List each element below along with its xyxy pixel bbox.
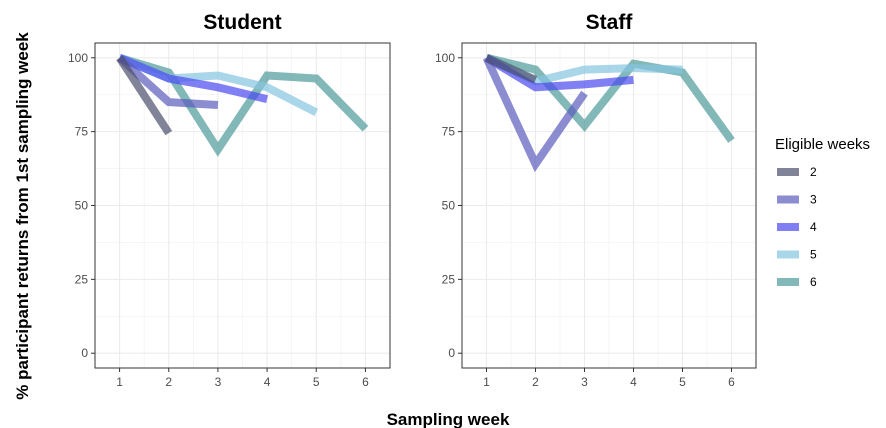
x-tick-label: 5: [679, 375, 686, 389]
panel-title: Student: [203, 11, 281, 34]
legend-title: Eligible weeks: [775, 136, 870, 153]
x-tick-label: 3: [581, 375, 588, 389]
legend: Eligible weeks 2 3 4 5 6: [775, 136, 870, 289]
y-tick-label: 75: [442, 125, 456, 139]
x-tick-label: 2: [165, 375, 172, 389]
x-tick-label: 4: [630, 375, 637, 389]
y-tick-label: 100: [68, 51, 88, 65]
y-tick-label: 0: [448, 346, 455, 360]
series-line-2: [116, 55, 173, 136]
panel-title: Staff: [586, 11, 634, 34]
series-line-6: [485, 53, 735, 143]
y-tick-label: 0: [81, 346, 88, 360]
x-tick-label: 2: [532, 375, 539, 389]
x-tick-label: 1: [483, 375, 490, 389]
y-tick-label: 75: [75, 125, 89, 139]
x-tick-label: 5: [313, 375, 320, 389]
legend-label-2: 2: [810, 165, 817, 179]
y-tick-label: 50: [75, 199, 89, 213]
series-line-4: [118, 54, 269, 103]
y-axis-title: % participant returns from 1st sampling …: [13, 32, 32, 400]
legend-label-4: 4: [810, 220, 817, 234]
x-axis-title: Sampling week: [387, 410, 510, 428]
y-tick-label: 50: [442, 199, 456, 213]
series-line-3: [482, 56, 588, 173]
x-tick-label: 6: [362, 375, 369, 389]
y-tick-label: 25: [75, 272, 89, 286]
legend-label-5: 5: [810, 248, 817, 262]
x-tick-label: 4: [264, 375, 271, 389]
legend-label-3: 3: [810, 193, 817, 207]
x-tick-label: 3: [215, 375, 222, 389]
series-line-3: [116, 54, 219, 109]
panel-staff: Staff 0 25 50 75 100 1 2 3 4 5 6: [435, 11, 757, 389]
y-tick-label: 25: [442, 272, 456, 286]
panel-student: Student 0 25 50 75 100 1 2 3 4 5 6: [68, 11, 391, 389]
x-tick-label: 6: [728, 375, 735, 389]
legend-label-6: 6: [810, 275, 817, 289]
y-tick-label: 100: [435, 51, 455, 65]
series-line-6: [118, 53, 369, 157]
series-line-2: [484, 54, 538, 84]
x-tick-label: 1: [116, 375, 123, 389]
